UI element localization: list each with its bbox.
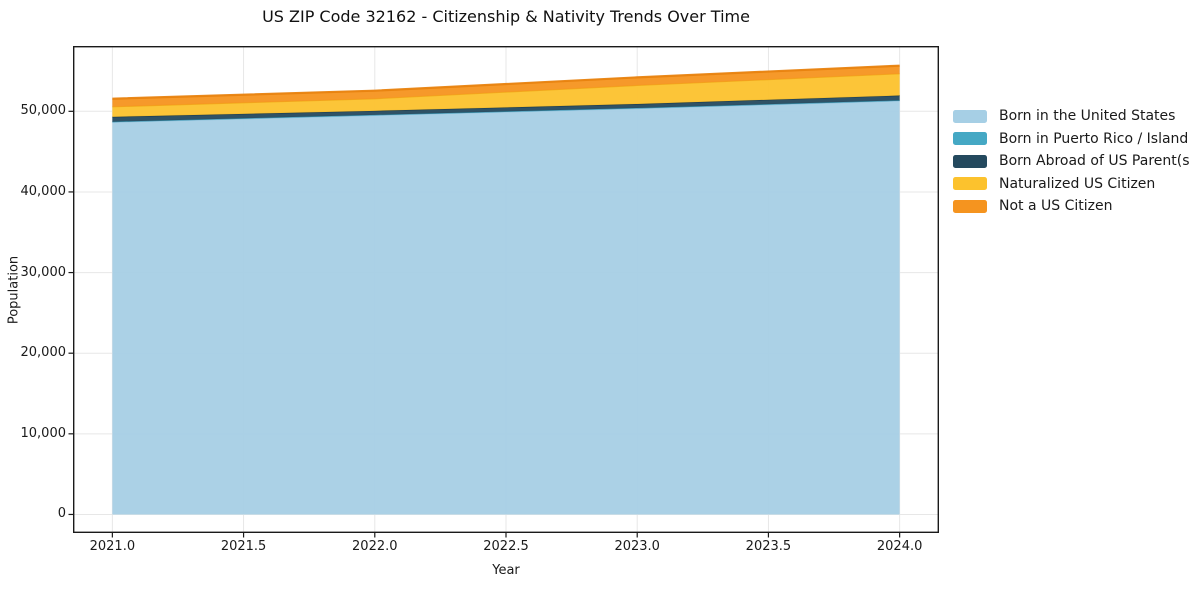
area-series-0	[112, 100, 900, 515]
y-tick-label: 10,000	[20, 425, 67, 441]
legend-item: Born in the United States	[953, 105, 1189, 128]
area-series-3	[112, 73, 900, 117]
y-tick-label: 0	[57, 506, 66, 522]
x-tick-label: 2022.0	[352, 539, 398, 554]
x-axis-label: Year	[492, 563, 520, 578]
legend-label: Born in Puerto Rico / Islands	[999, 130, 1189, 147]
legend: Born in the United States Born in Puerto …	[953, 105, 1189, 218]
legend-label: Born Abroad of US Parent(s)	[999, 153, 1189, 170]
legend-swatch-icon	[953, 132, 987, 146]
legend-item: Born in Puerto Rico / Islands	[953, 128, 1189, 151]
x-tick-label: 2022.5	[483, 539, 529, 554]
legend-swatch-icon	[953, 177, 987, 191]
legend-label: Naturalized US Citizen	[999, 175, 1156, 192]
legend-item: Not a US Citizen	[953, 195, 1189, 218]
area-series-edge-4	[112, 64, 900, 100]
legend-label: Born in the United States	[999, 108, 1176, 125]
x-tick-label: 2021.0	[89, 539, 136, 554]
x-tick-label: 2023.5	[745, 539, 792, 554]
legend-swatch-icon	[953, 154, 987, 168]
legend-item: Naturalized US Citizen	[953, 173, 1189, 196]
x-tick-label: 2023.0	[614, 539, 660, 554]
plot-frame	[72, 45, 939, 534]
y-tick-label: 50,000	[20, 103, 67, 119]
legend-swatch-icon	[953, 109, 987, 123]
x-tick-label: 2024.0	[876, 539, 923, 554]
legend-swatch-icon	[953, 199, 987, 213]
area-series-4	[112, 65, 900, 107]
legend-item: Born Abroad of US Parent(s)	[953, 150, 1189, 173]
y-tick-label: 40,000	[20, 183, 67, 199]
legend-label: Not a US Citizen	[999, 198, 1113, 215]
y-tick-label: 30,000	[20, 264, 67, 280]
x-tick-label: 2021.5	[220, 539, 267, 554]
y-tick-label: 20,000	[20, 345, 67, 361]
chart-title: US ZIP Code 32162 - Citizenship & Nativi…	[262, 7, 750, 26]
plot-area	[68, 45, 939, 538]
